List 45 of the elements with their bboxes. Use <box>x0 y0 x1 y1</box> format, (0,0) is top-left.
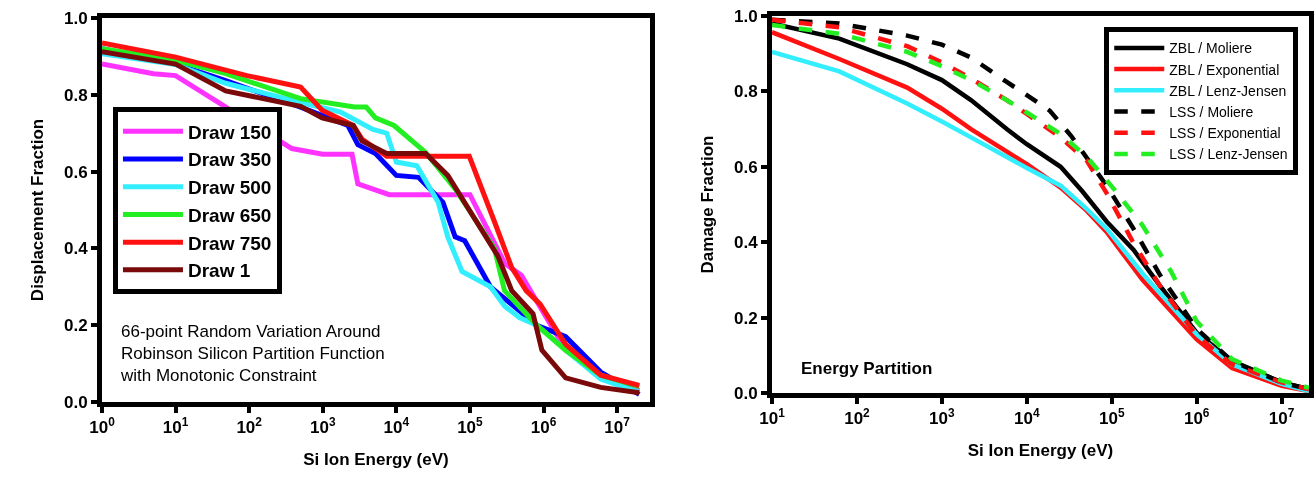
x-tick-label: 10$^{2}$ <box>844 406 871 429</box>
legend-label: ZBL / Exponential <box>1169 61 1280 78</box>
x-tick-label: 10$^{7}$ <box>1268 406 1295 429</box>
legend-label: LSS / Exponential <box>1169 125 1281 142</box>
x-axis-title: Si Ion Energy (eV) <box>967 440 1114 460</box>
y-tick-label: 0.0 <box>63 392 88 412</box>
x-axis-title: Si Ion Energy (eV) <box>303 449 449 469</box>
x-tick-label: 10$^{0}$ <box>89 415 116 438</box>
y-tick-label: 0.2 <box>63 316 88 336</box>
legend-label: Draw 500 <box>187 177 272 199</box>
x-tick-label: 10$^{2}$ <box>236 415 263 438</box>
x-tick-label: 10$^{5}$ <box>1098 406 1125 429</box>
legend-label: Draw 750 <box>187 232 272 254</box>
x-tick-label: 10$^{6}$ <box>530 415 557 438</box>
x-tick-label: 10$^{6}$ <box>1183 406 1210 429</box>
y-tick-label: 0.4 <box>733 233 759 253</box>
y-tick-label: 0.0 <box>733 383 758 403</box>
x-tick-label: 10$^{1}$ <box>162 415 189 438</box>
x-tick-label: 10$^{4}$ <box>1014 406 1040 429</box>
legend-label: LSS / Lenz-Jensen <box>1169 146 1288 163</box>
y-tick-label: 0.8 <box>63 85 88 105</box>
y-tick-label: 0.6 <box>63 162 88 182</box>
y-tick-label: 0.4 <box>63 239 89 259</box>
legend-label: Draw 350 <box>187 149 272 171</box>
y-tick-label: 0.2 <box>733 308 758 328</box>
legend-label: Draw 1 <box>187 260 251 282</box>
legend-label: ZBL / Lenz-Jensen <box>1169 82 1287 99</box>
x-tick-label: 10$^{7}$ <box>604 415 631 438</box>
x-tick-label: 10$^{3}$ <box>929 406 956 429</box>
y-tick-label: 0.6 <box>733 157 758 177</box>
x-tick-label: 10$^{1}$ <box>759 406 786 429</box>
y-axis-title: Damage Fraction <box>697 135 717 274</box>
annotation: 66-point Random Variation Around Robinson Silicon Partition Function with Monotonic Constraint <box>120 322 385 386</box>
x-tick-label: 10$^{5}$ <box>457 415 484 438</box>
x-tick-label: 10$^{3}$ <box>309 415 336 438</box>
x-tick-label: 10$^{4}$ <box>383 415 410 438</box>
legend-label: Draw 150 <box>187 121 272 143</box>
legend-label: ZBL / Moliere <box>1169 40 1253 57</box>
legend-label: LSS / Moliere <box>1169 103 1254 120</box>
y-tick-label: 1.0 <box>63 8 88 28</box>
legend-label: Draw 650 <box>187 204 272 226</box>
y-tick-label: 1.0 <box>733 6 758 26</box>
y-tick-label: 0.8 <box>733 82 758 102</box>
y-axis-title: Displacement Fraction <box>27 118 47 302</box>
annotation: Energy Partition <box>801 359 933 378</box>
